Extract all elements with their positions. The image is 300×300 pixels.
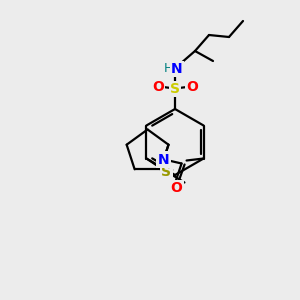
- Text: O: O: [152, 80, 164, 94]
- Text: O: O: [186, 80, 198, 94]
- Text: S: S: [161, 166, 171, 179]
- Text: S: S: [170, 82, 180, 96]
- Text: H: H: [163, 62, 173, 76]
- Text: N: N: [171, 62, 183, 76]
- Text: N: N: [158, 152, 170, 167]
- Text: O: O: [171, 182, 182, 196]
